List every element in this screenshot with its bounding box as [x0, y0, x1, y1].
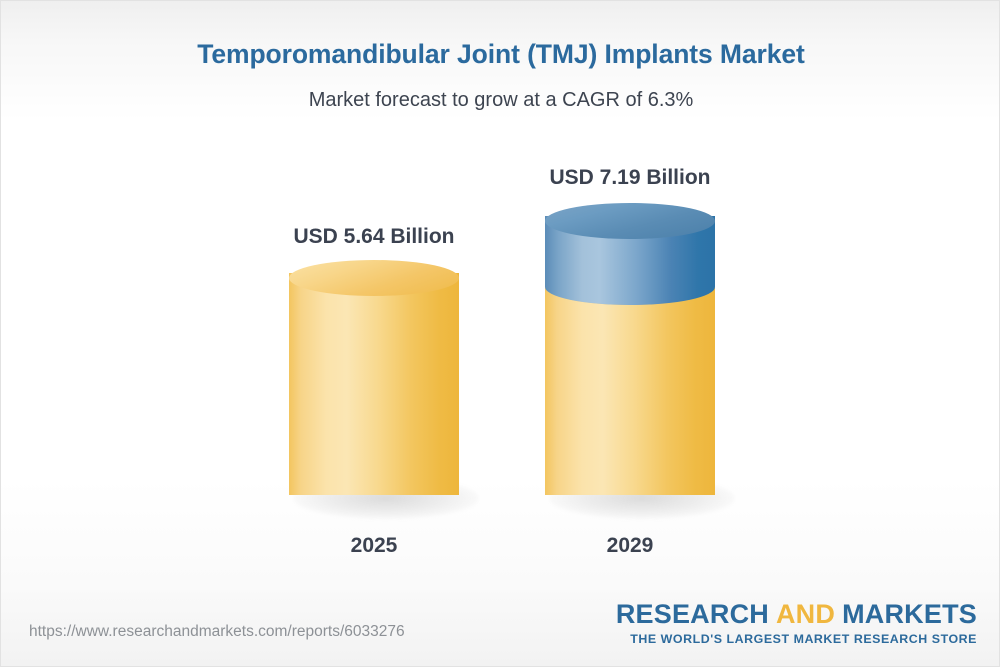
logo-word-research: RESEARCH	[615, 599, 769, 629]
bar-body-2025	[289, 273, 459, 495]
logo-wordmark: RESEARCH AND MARKETS	[616, 601, 977, 628]
bar-category-label-2025: 2025	[350, 534, 398, 557]
logo-word-and: AND	[775, 599, 836, 629]
chart-title: Temporomandibular Joint (TMJ) Implants M…	[197, 39, 805, 69]
chart-subtitle: Market forecast to grow at a CAGR of 6.3…	[308, 89, 694, 111]
logo-tagline: THE WORLD'S LARGEST MARKET RESEARCH STOR…	[630, 632, 977, 646]
bar-top-cap-2029	[545, 203, 715, 239]
logo-word-markets: MARKETS	[842, 599, 977, 629]
bar-growth-foot-2029	[545, 269, 715, 305]
source-url[interactable]: https://www.researchandmarkets.com/repor…	[29, 623, 405, 640]
bar-category-label-2029: 2029	[606, 534, 654, 557]
bar-value-label-2025: USD 5.64 Billion	[293, 225, 455, 248]
bar-body-base-2029	[545, 287, 715, 495]
bar-value-label-2029: USD 7.19 Billion	[549, 166, 711, 189]
research-and-markets-logo[interactable]: RESEARCH AND MARKETS THE WORLD'S LARGEST M…	[616, 601, 977, 647]
bar-top-cap-2025	[289, 260, 459, 296]
